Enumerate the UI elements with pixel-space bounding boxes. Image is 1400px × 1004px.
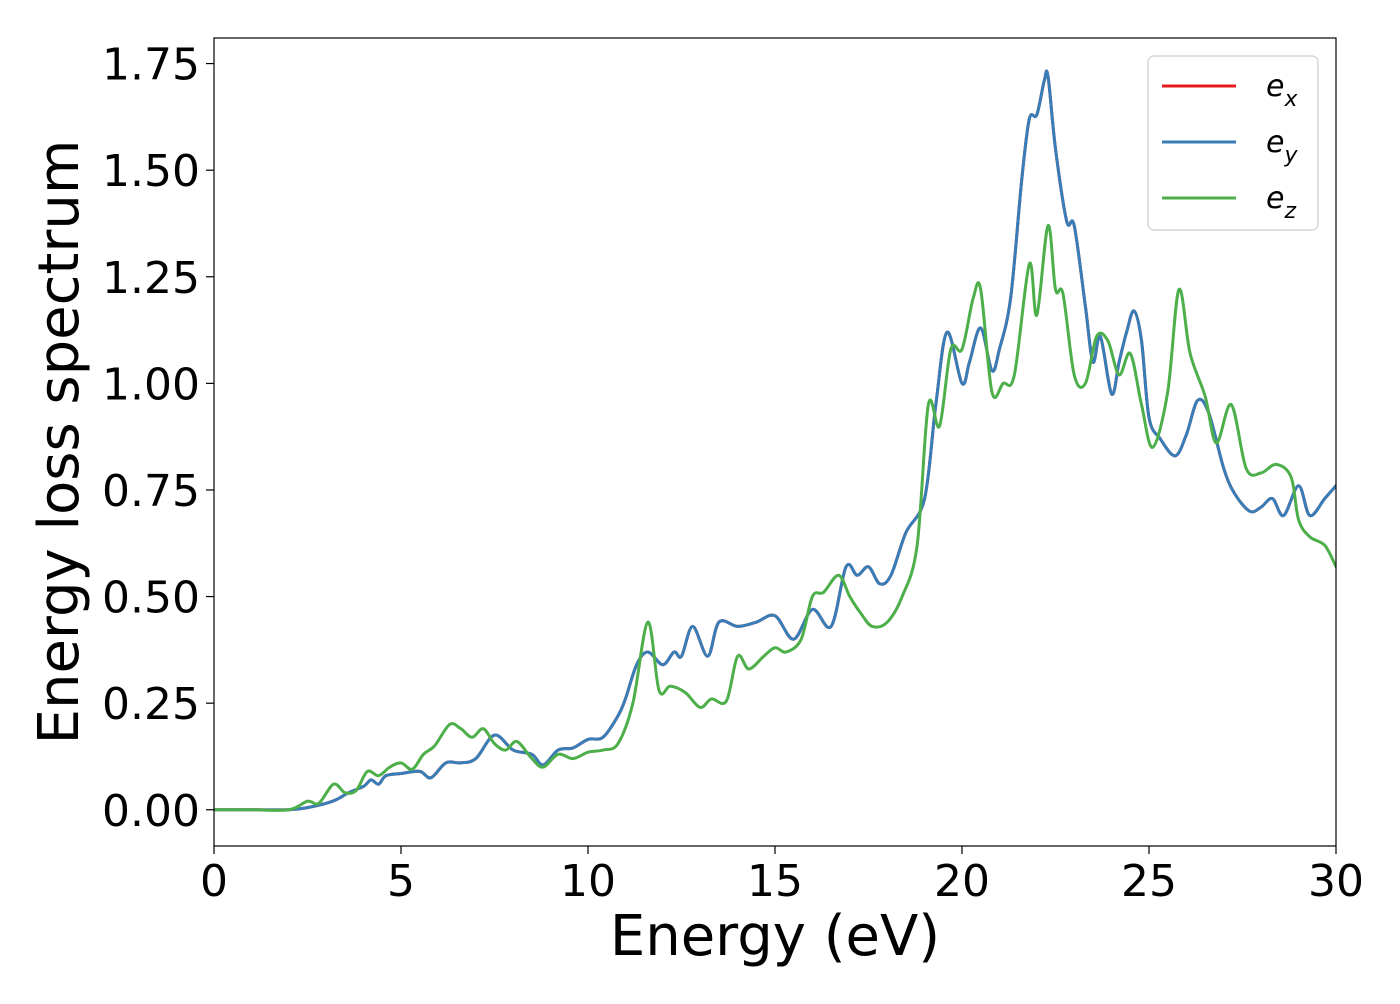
x-tick-label: 0: [200, 856, 228, 907]
y-tick-label: 0.50: [102, 573, 200, 624]
x-tick-label: 30: [1308, 856, 1364, 907]
x-tick-label: 25: [1121, 856, 1177, 907]
y-axis-label: Energy loss spectrum: [27, 140, 92, 745]
legend-label-z: ez: [1266, 181, 1296, 224]
legend: ex ey ez: [1147, 55, 1319, 231]
y-tick-label: 0.75: [102, 466, 200, 517]
y-tick-label: 1.25: [102, 253, 200, 304]
x-tick-label: 15: [747, 856, 803, 907]
y-tick-label: 0.00: [102, 786, 200, 837]
y-tick-label: 0.25: [102, 679, 200, 730]
y-tick-label: 1.50: [102, 146, 200, 197]
x-tick-label: 10: [560, 856, 616, 907]
series-layer: [214, 69, 1336, 812]
legend-label-x: ex: [1266, 69, 1298, 112]
x-axis-label: Energy (eV): [610, 904, 940, 969]
y-tick-label: 1.00: [102, 359, 200, 410]
x-tick-label: 5: [387, 856, 415, 907]
series-line-e-z: [214, 224, 1336, 812]
y-tick-label: 1.75: [102, 40, 200, 91]
series-line-e-y: [214, 69, 1336, 812]
legend-label-y: ey: [1266, 125, 1298, 168]
y-axis-ticks: 0.00 0.25 0.50 0.75 1.00 1.25 1.50 1.75: [102, 40, 214, 837]
x-tick-label: 20: [934, 856, 990, 907]
x-axis-ticks: 0 5 10 15 20 25 30: [200, 846, 1364, 907]
